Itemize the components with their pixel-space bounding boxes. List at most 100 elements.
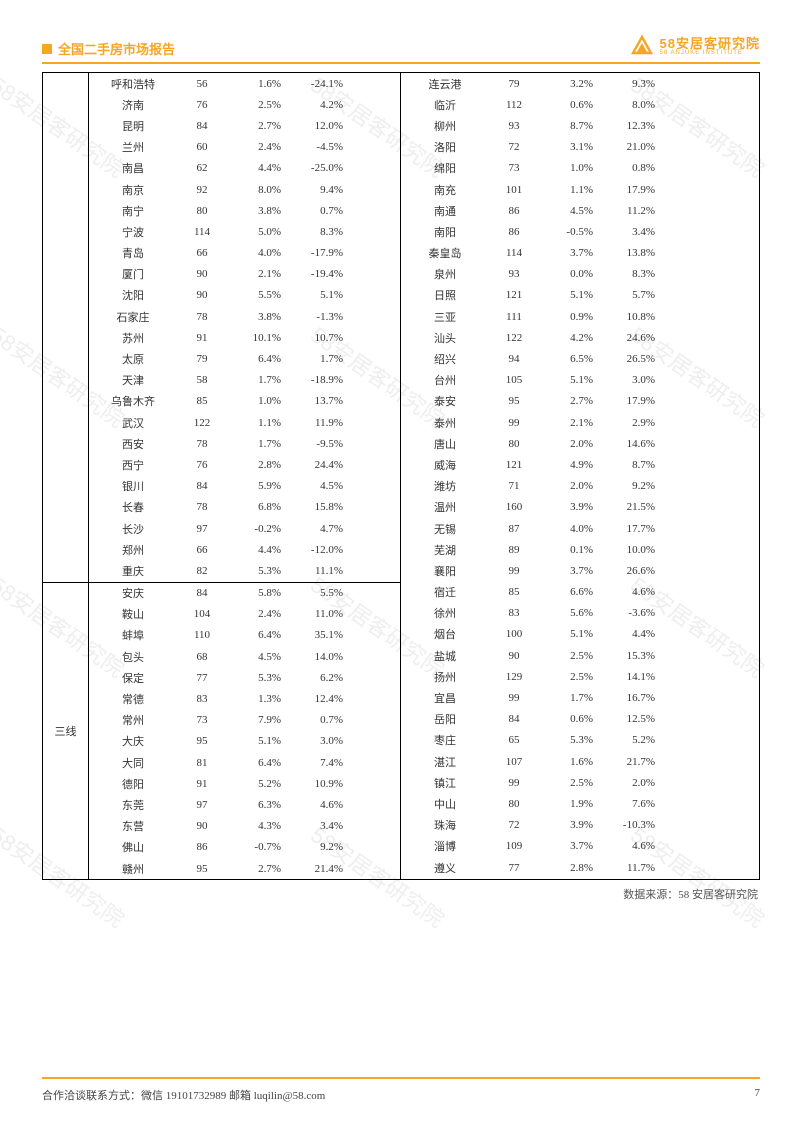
table-row: 重庆825.3%11.1% <box>89 560 400 581</box>
table-row: 南通864.5%11.2% <box>401 200 759 221</box>
cell-mom: 2.5% <box>539 671 601 683</box>
page-footer: 合作洽谈联系方式：微信 19101732989 邮箱 luqilin@58.co… <box>42 1087 760 1103</box>
cell-city: 连云港 <box>401 76 489 92</box>
table-row: 厦门902.1%-19.4% <box>89 264 400 285</box>
table-row: 太原796.4%1.7% <box>89 348 400 369</box>
table-row: 宁波1145.0%8.3% <box>89 221 400 242</box>
cell-yoy: 21.4% <box>289 863 351 875</box>
cell-mom: 6.8% <box>227 501 289 513</box>
cell-yoy: -1.3% <box>289 311 351 323</box>
cell-city: 南昌 <box>89 160 177 176</box>
cell-mom: 5.1% <box>539 628 601 640</box>
table-row: 苏州9110.1%10.7% <box>89 327 400 348</box>
cell-yoy: 0.7% <box>289 714 351 726</box>
table-row: 安庆845.8%5.5% <box>89 583 400 604</box>
cell-yoy: -25.0% <box>289 162 351 174</box>
cell-city: 长春 <box>89 499 177 515</box>
cell-mom: 1.6% <box>539 756 601 768</box>
table-row: 温州1603.9%21.5% <box>401 497 759 518</box>
cell-index: 72 <box>489 819 539 831</box>
cell-city: 淄博 <box>401 838 489 854</box>
cell-city: 枣庄 <box>401 732 489 748</box>
cell-mom: 4.4% <box>227 162 289 174</box>
table-left-column: 呼和浩特561.6%-24.1%济南762.5%4.2%昆明842.7%12.0… <box>43 73 401 879</box>
cell-mom: 2.5% <box>227 99 289 111</box>
cell-mom: 4.5% <box>227 651 289 663</box>
table-right-column: 连云港793.2%9.3%临沂1120.6%8.0%柳州938.7%12.3%洛… <box>401 73 759 879</box>
cell-index: 68 <box>177 651 227 663</box>
cell-index: 60 <box>177 141 227 153</box>
cell-index: 100 <box>489 628 539 640</box>
cell-city: 兰州 <box>89 139 177 155</box>
cell-city: 绍兴 <box>401 351 489 367</box>
table-row: 盐城902.5%15.3% <box>401 645 759 666</box>
cell-city: 襄阳 <box>401 563 489 579</box>
cell-yoy: 5.5% <box>289 587 351 599</box>
cell-yoy: 5.2% <box>601 734 663 746</box>
cell-city: 威海 <box>401 457 489 473</box>
cell-mom: 5.5% <box>227 289 289 301</box>
cell-city: 武汉 <box>89 415 177 431</box>
cell-index: 85 <box>177 395 227 407</box>
cell-index: 78 <box>177 438 227 450</box>
cell-city: 台州 <box>401 372 489 388</box>
table-row: 宿迁856.6%4.6% <box>401 582 759 603</box>
cell-mom: 4.2% <box>539 332 601 344</box>
cell-city: 芜湖 <box>401 542 489 558</box>
cell-mom: 4.3% <box>227 820 289 832</box>
cell-index: 82 <box>177 565 227 577</box>
cell-index: 121 <box>489 289 539 301</box>
table-row: 武汉1221.1%11.9% <box>89 412 400 433</box>
cell-city: 西安 <box>89 436 177 452</box>
brand-en: 58 ANJUKE INSTITUTE <box>660 50 760 56</box>
cell-yoy: 8.0% <box>601 99 663 111</box>
cell-mom: 4.0% <box>227 247 289 259</box>
cell-city: 天津 <box>89 372 177 388</box>
footer-rule <box>42 1077 760 1079</box>
cell-index: 94 <box>489 353 539 365</box>
cell-index: 90 <box>489 650 539 662</box>
cell-index: 110 <box>177 629 227 641</box>
cell-index: 66 <box>177 544 227 556</box>
cell-mom: 6.4% <box>227 757 289 769</box>
table-row: 大庆955.1%3.0% <box>89 731 400 752</box>
cell-index: 79 <box>489 78 539 90</box>
table-row: 长春786.8%15.8% <box>89 497 400 518</box>
cell-index: 58 <box>177 374 227 386</box>
cell-index: 97 <box>177 799 227 811</box>
cell-index: 121 <box>489 459 539 471</box>
table-row: 珠海723.9%-10.3% <box>401 815 759 836</box>
cell-mom: 5.1% <box>539 374 601 386</box>
cell-yoy: 7.6% <box>601 798 663 810</box>
table-row: 泰安952.7%17.9% <box>401 391 759 412</box>
cell-index: 87 <box>489 523 539 535</box>
cell-city: 临沂 <box>401 97 489 113</box>
cell-index: 109 <box>489 840 539 852</box>
cell-yoy: -12.0% <box>289 544 351 556</box>
tier-label: 三线 <box>43 583 89 880</box>
cell-index: 114 <box>489 247 539 259</box>
cell-yoy: 4.7% <box>289 523 351 535</box>
table-row: 南昌624.4%-25.0% <box>89 158 400 179</box>
cell-mom: 5.1% <box>539 289 601 301</box>
cell-mom: 6.4% <box>227 629 289 641</box>
triangle-icon <box>630 34 654 58</box>
cell-index: 86 <box>489 205 539 217</box>
table-row: 遵义772.8%11.7% <box>401 857 759 878</box>
cell-yoy: 21.7% <box>601 756 663 768</box>
cell-index: 80 <box>489 438 539 450</box>
cell-yoy: 12.3% <box>601 120 663 132</box>
cell-mom: 10.1% <box>227 332 289 344</box>
cell-yoy: -3.6% <box>601 607 663 619</box>
cell-index: 81 <box>177 757 227 769</box>
cell-index: 84 <box>489 713 539 725</box>
cell-city: 南宁 <box>89 203 177 219</box>
cell-city: 东莞 <box>89 797 177 813</box>
cell-mom: 3.8% <box>227 311 289 323</box>
cell-mom: 3.7% <box>539 247 601 259</box>
cell-yoy: 8.7% <box>601 459 663 471</box>
cell-yoy: 3.0% <box>289 735 351 747</box>
cell-city: 济南 <box>89 97 177 113</box>
cell-mom: 5.6% <box>539 607 601 619</box>
cell-city: 南京 <box>89 182 177 198</box>
